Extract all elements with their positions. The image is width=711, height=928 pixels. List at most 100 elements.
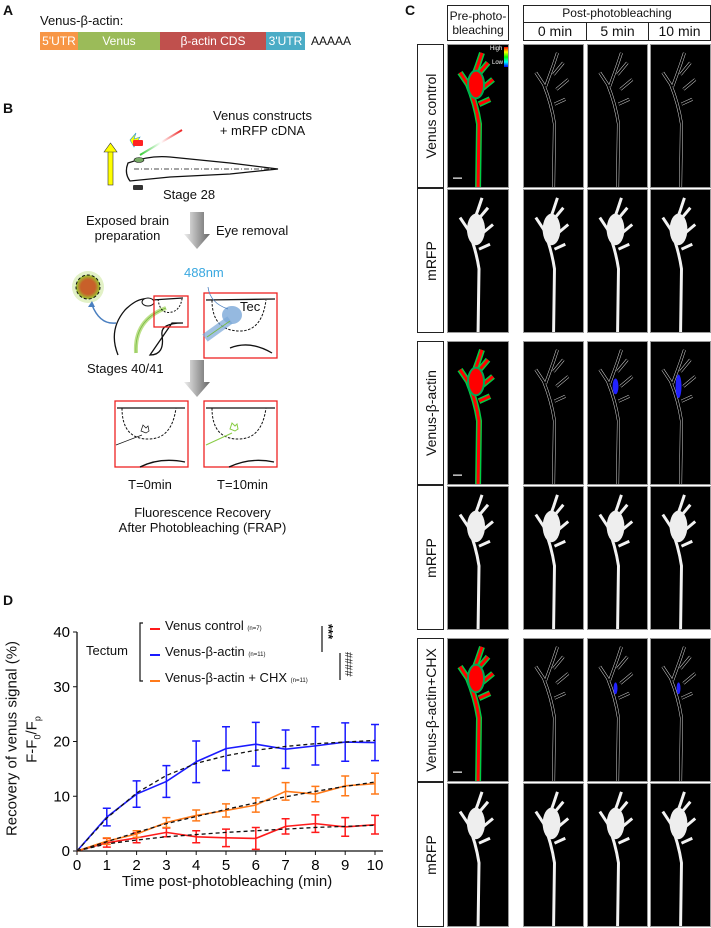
mrfp-image — [447, 783, 509, 927]
significance-bar — [321, 626, 341, 680]
segment-5utr: 5'UTR — [40, 32, 78, 50]
y-tick-label: 0 — [62, 843, 70, 860]
panel-c-label: C — [405, 2, 416, 18]
scale-high-label: High — [490, 46, 503, 52]
legend-n: (n=7) — [247, 626, 262, 632]
significance-hashes: #### — [342, 652, 354, 677]
venus-image — [447, 638, 509, 782]
frap-label: Fluorescence Recovery After Photobleachin… — [118, 505, 287, 535]
stage28-label: Stage 28 — [163, 187, 216, 202]
arrow-down-icon — [184, 212, 210, 249]
row-label-venus-actin-chx: Venus-β-actin+CHX — [417, 638, 444, 782]
mrfp-image — [650, 189, 711, 333]
row-label-mrfp: mRFP — [417, 485, 444, 630]
mrfp-image — [650, 783, 711, 927]
venus-image — [523, 341, 584, 485]
x-tick-label: 1 — [103, 857, 111, 874]
error-bar-venus-control — [371, 814, 379, 835]
mrfp-image — [587, 783, 648, 927]
arrow-down-icon — [184, 360, 210, 397]
y-tick-label: 30 — [53, 679, 70, 696]
venus-image — [447, 44, 509, 188]
exposed-brain-label: Exposed brain preparation — [85, 213, 170, 243]
fit-line-venus-control — [76, 824, 376, 852]
t10-label: T=10min — [217, 477, 268, 492]
legend-entry: Venus control (n=7) — [165, 618, 262, 633]
legend-series-name: Venus-β-actin — [165, 644, 245, 659]
legend-series-name: Venus-β-actin + CHX — [165, 670, 288, 685]
fit-line-venus-actin-chx — [76, 781, 376, 852]
post-bleach-header: Post-photobleaching — [523, 5, 711, 23]
construct-title: Venus-β-actin: — [40, 13, 124, 28]
mrfp-image — [587, 189, 648, 333]
legend-entry: Venus-β-actin (n=11) — [165, 644, 265, 659]
x-axis-label: Time post-photobleaching (min) — [121, 873, 333, 890]
y-axis-label-formula: F-F0/Fp — [23, 716, 43, 763]
y-tick-label: 40 — [53, 624, 70, 641]
mrfp-image — [523, 783, 584, 927]
segment-actin-cds: β-actin CDS — [160, 32, 266, 50]
legend-group-label: Tectum — [86, 643, 128, 658]
frap-recovery-chart: 0 1 2 3 4 5 6 7 8 9 10 0 10 20 30 40 — [53, 622, 384, 874]
t0-label: T=0min — [128, 477, 172, 492]
row-label-mrfp: mRFP — [417, 188, 444, 333]
row-label-venus-actin: Venus-β-actin — [417, 341, 444, 485]
x-tick-label: 8 — [311, 857, 319, 874]
intensity-colorbar — [504, 47, 508, 67]
panel-a-label: A — [3, 2, 14, 18]
panel-b-label: B — [3, 100, 14, 116]
x-tick-label: 0 — [73, 857, 81, 874]
venus-image — [650, 44, 711, 188]
pre-bleach-header: Pre-photo-bleaching — [447, 5, 509, 41]
x-tick-label: 5 — [222, 857, 230, 874]
venus-image — [447, 341, 509, 485]
x-tick-label: 9 — [341, 857, 349, 874]
mrfp-image — [523, 486, 584, 630]
legend-entry: Venus-β-actin + CHX (n=11) — [165, 670, 308, 685]
x-tick-label: 2 — [132, 857, 140, 874]
time-header-10: 10 min — [648, 22, 711, 41]
y-axis-label: Recovery of venus signal (%) — [3, 640, 21, 837]
laser-488nm-label: 488nm — [184, 265, 224, 280]
constructs-label: Venus constructs + mRFP cDNA — [213, 108, 312, 138]
legend-swatch — [150, 680, 160, 682]
stages-label: Stages 40/41 — [87, 361, 164, 376]
legend-swatch — [150, 628, 160, 630]
legend-bracket — [139, 622, 143, 682]
mrfp-image — [447, 189, 509, 333]
row-label-mrfp: mRFP — [417, 782, 444, 927]
panel-d-label: D — [3, 592, 14, 608]
series-line-venus-actin-chx — [76, 782, 376, 852]
mrfp-image — [447, 486, 509, 630]
y-tick-label: 10 — [53, 788, 70, 805]
fit-line-venus-actin — [76, 739, 376, 852]
error-bar-venus-actin-chx — [371, 772, 379, 795]
mrfp-image — [587, 486, 648, 630]
venus-image — [650, 638, 711, 782]
venus-image — [587, 341, 648, 485]
embryo-stage28-icon — [103, 129, 279, 190]
eye-removal-label: Eye removal — [216, 223, 289, 238]
segment-3utr: 3'UTR — [266, 32, 305, 50]
series-line-venus-control — [76, 822, 376, 852]
x-tick-label: 4 — [192, 857, 200, 874]
row-label-venus-control: Venus control — [417, 44, 444, 188]
time-header-5: 5 min — [586, 22, 649, 41]
significance-stars: *** — [321, 624, 336, 640]
x-tick-label: 10 — [367, 857, 384, 874]
x-tick-label: 7 — [281, 857, 289, 874]
legend-n: (n=11) — [248, 652, 266, 658]
scale-low-label: Low — [492, 60, 504, 66]
mrfp-image — [523, 189, 584, 333]
x-tick-label: 3 — [162, 857, 170, 874]
venus-image — [650, 341, 711, 485]
venus-image — [523, 44, 584, 188]
mrfp-image — [650, 486, 711, 630]
segment-venus: Venus — [78, 32, 160, 50]
legend-n: (n=11) — [290, 678, 308, 684]
legend-swatch — [150, 654, 160, 656]
time-header-0: 0 min — [523, 22, 587, 41]
schematic-diagram — [72, 129, 279, 468]
venus-image — [587, 44, 648, 188]
venus-image — [523, 638, 584, 782]
